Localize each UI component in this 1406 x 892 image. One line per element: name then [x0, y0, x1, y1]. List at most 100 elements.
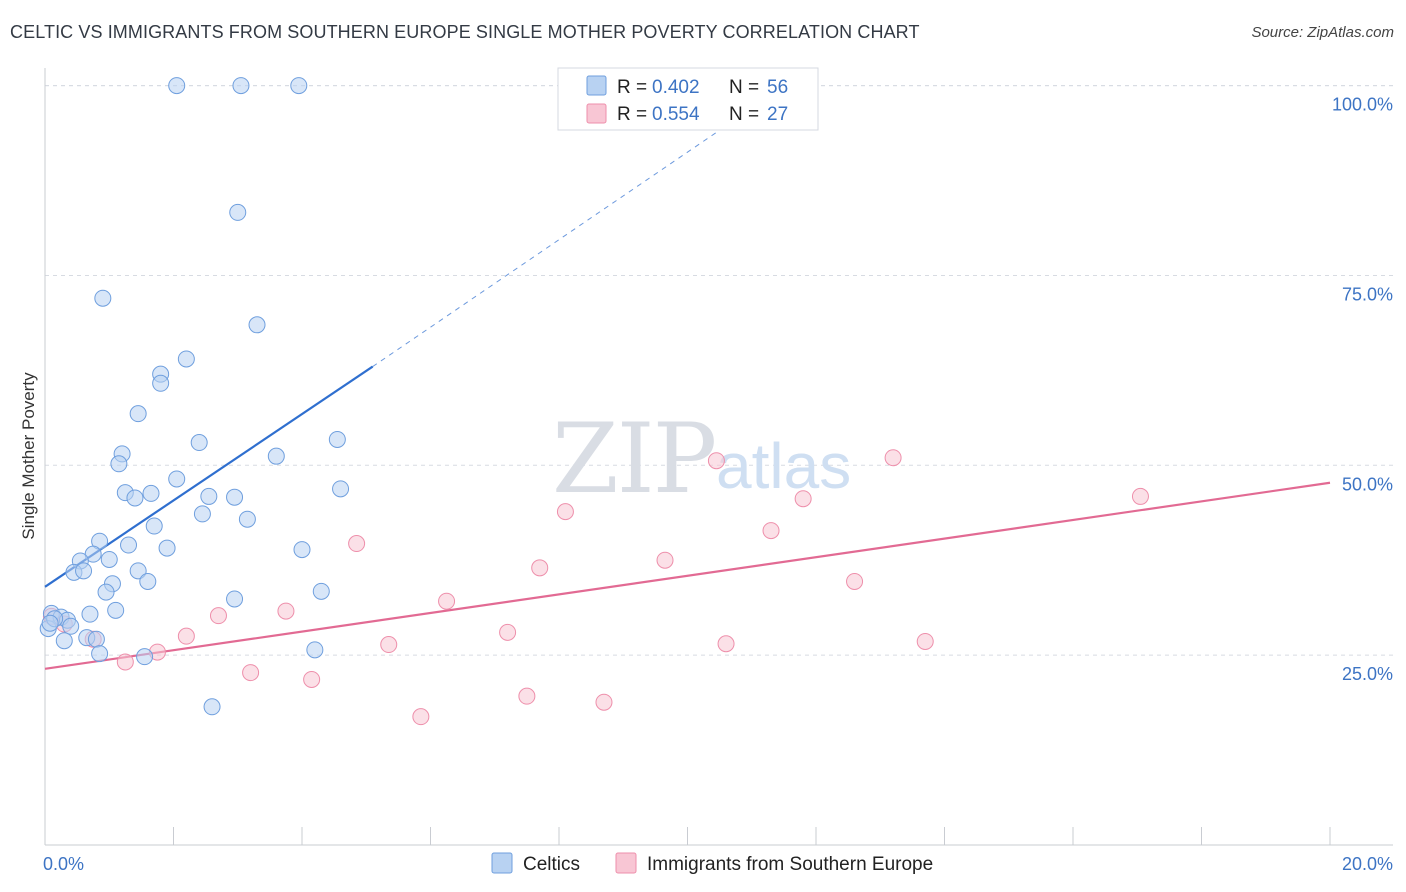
- immigrants-point: [762, 522, 780, 540]
- immigrants-trend-line: [44, 481, 1331, 670]
- celtics-point: [168, 77, 186, 95]
- celtics-point: [332, 480, 350, 498]
- legend-swatch-immigrants: [586, 103, 607, 124]
- immigrants-point: [707, 452, 725, 470]
- watermark-atlas: atlas: [716, 430, 851, 502]
- celtics-point: [200, 487, 218, 505]
- celtics-point: [129, 405, 147, 423]
- immigrants-point: [1131, 487, 1149, 505]
- celtics-point: [226, 488, 244, 506]
- immigrants-point: [412, 708, 430, 726]
- immigrants-point: [846, 572, 864, 590]
- legend-n-value-2: 27: [767, 104, 788, 125]
- immigrants-point: [277, 602, 295, 620]
- immigrants-point: [499, 623, 517, 641]
- bottom-legend-label-celtics: Celtics: [523, 854, 580, 875]
- celtics-point: [139, 572, 157, 590]
- points-layer: [39, 77, 1149, 726]
- celtics-point: [81, 605, 99, 623]
- bottom-legend-swatch-immigrants: [615, 852, 637, 874]
- celtics-point: [110, 455, 128, 473]
- immigrants-point: [518, 687, 536, 705]
- series-legend: Celtics Immigrants from Southern Europe: [491, 852, 933, 875]
- celtics-point: [136, 648, 154, 666]
- bottom-legend-label-immigrants: Immigrants from Southern Europe: [647, 854, 933, 875]
- celtics-point: [290, 77, 308, 95]
- immigrants-point: [531, 559, 549, 577]
- celtics-point: [55, 632, 73, 650]
- immigrants-point: [348, 535, 366, 553]
- immigrants-point: [438, 592, 456, 610]
- celtics-point: [152, 374, 170, 392]
- celtics-point: [97, 583, 115, 601]
- chart-title: CELTIC VS IMMIGRANTS FROM SOUTHERN EUROP…: [10, 22, 920, 42]
- legend-n-value-1: 56: [767, 77, 788, 98]
- correlation-legend: R = 0.402 N = 56 R = 0.554 N = 27: [557, 67, 819, 131]
- immigrants-point: [177, 627, 195, 645]
- immigrants-point: [116, 653, 134, 671]
- immigrants-point: [794, 490, 812, 508]
- immigrants-point: [916, 632, 934, 650]
- celtics-point: [94, 289, 112, 307]
- y-tick-label: 50.0%: [1342, 474, 1393, 494]
- x-tick-label: 0.0%: [43, 854, 84, 874]
- celtics-point: [145, 517, 163, 535]
- celtics-point: [232, 77, 250, 95]
- immigrants-point: [556, 503, 574, 521]
- immigrants-point: [303, 670, 321, 688]
- y-tick-label: 25.0%: [1342, 664, 1393, 684]
- trend-layer: [44, 107, 1331, 670]
- grid-layer: [45, 85, 1393, 656]
- legend-n-label-2: N =: [729, 104, 759, 125]
- celtics-point: [126, 489, 144, 507]
- celtics-point: [328, 430, 346, 448]
- legend-r-value-1: 0.402: [652, 77, 700, 98]
- celtics-point: [62, 617, 80, 635]
- celtics-point: [203, 698, 221, 716]
- y-tick-label: 75.0%: [1342, 284, 1393, 304]
- source-label: Source: ZipAtlas.com: [1251, 24, 1394, 41]
- legend-swatch-celtics: [586, 75, 607, 96]
- celtics-point: [226, 590, 244, 608]
- legend-r-value-2: 0.554: [652, 104, 700, 125]
- celtics-point: [107, 601, 125, 619]
- axes-layer: 25.0% 50.0% 75.0% 100.0% 0.0% 20.0%: [43, 68, 1393, 874]
- celtics-point: [129, 562, 147, 580]
- bottom-legend-swatch-celtics: [491, 852, 513, 874]
- celtics-point: [87, 630, 105, 648]
- celtics-point: [267, 447, 285, 465]
- celtics-point: [168, 470, 186, 488]
- watermark-zip: ZIP: [552, 403, 715, 515]
- immigrants-point: [595, 693, 613, 711]
- celtics-point: [193, 505, 211, 523]
- y-tick-label: 100.0%: [1332, 95, 1393, 115]
- celtics-point: [312, 582, 330, 600]
- legend-r-label-2: R =: [617, 104, 647, 125]
- celtics-point: [91, 645, 109, 663]
- x-tick-label: 20.0%: [1342, 854, 1393, 874]
- celtics-point: [190, 434, 208, 452]
- immigrants-point: [242, 664, 260, 682]
- celtics-point: [306, 641, 324, 659]
- immigrants-point: [717, 635, 735, 653]
- immigrants-point: [656, 551, 674, 569]
- legend-n-label-1: N =: [729, 77, 759, 98]
- celtics-point: [177, 350, 195, 368]
- celtics-point: [238, 510, 256, 528]
- celtics-point: [229, 203, 247, 221]
- watermark: ZIP atlas: [552, 403, 851, 515]
- legend-r-label-1: R =: [617, 77, 647, 98]
- celtics-point: [41, 614, 59, 632]
- celtics-point: [75, 562, 93, 580]
- immigrants-point: [380, 636, 398, 654]
- celtics-point: [293, 541, 311, 559]
- celtics-point: [248, 316, 266, 334]
- immigrants-point: [884, 449, 902, 467]
- immigrants-point: [209, 607, 227, 625]
- y-axis-label: Single Mother Poverty: [19, 372, 38, 540]
- celtics-point: [142, 484, 160, 502]
- celtics-point: [100, 550, 118, 568]
- celtics-point: [120, 536, 138, 554]
- celtics-trend-extension: [372, 107, 753, 367]
